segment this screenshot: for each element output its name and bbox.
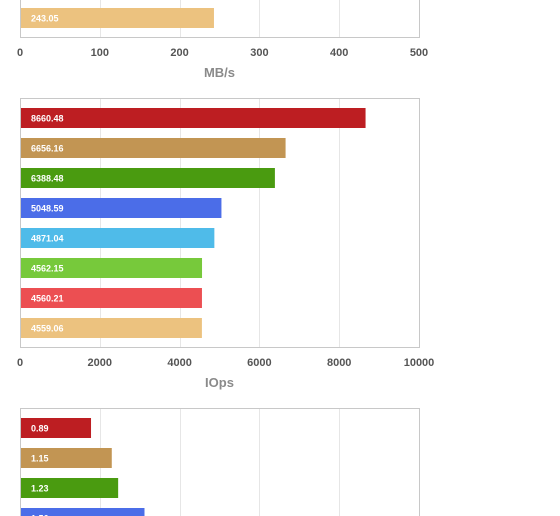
bar-value-label: 4560.21	[31, 294, 64, 304]
bar	[21, 8, 214, 28]
x-axis-title: MB/s	[204, 65, 235, 80]
bar	[21, 418, 92, 438]
x-tick-label: 400	[330, 47, 348, 59]
bar-value-label: 6656.16	[31, 144, 64, 154]
x-tick-label: 2000	[88, 357, 112, 369]
x-tick-label: 8000	[327, 357, 351, 369]
x-tick-label: 0	[17, 47, 23, 59]
bar-value-label: 1.15	[31, 454, 49, 464]
x-tick-label: 300	[250, 47, 268, 59]
bar	[21, 478, 119, 498]
bar	[21, 228, 215, 248]
bar	[21, 258, 203, 278]
x-tick-label: 0	[17, 357, 23, 369]
bar	[21, 138, 286, 158]
throughput-chart: 243.05 0 100 200 300 400 500 MB/s	[17, 0, 428, 80]
x-axis-title: IOps	[205, 375, 234, 390]
bar-value-label: 5048.59	[31, 204, 64, 214]
bar	[21, 198, 222, 218]
x-tick-label: 100	[91, 47, 109, 59]
x-tick-label: 200	[170, 47, 188, 59]
x-tick-label: 500	[410, 47, 428, 59]
bar-value-label: 1.56	[31, 514, 49, 516]
bar	[21, 108, 366, 128]
bar-value-label: 4871.04	[31, 234, 64, 244]
bar-value-label: 0.89	[31, 424, 49, 434]
bar-value-label: 4562.15	[31, 264, 64, 274]
bar	[21, 448, 112, 468]
bar-value-label: 4559.06	[31, 324, 64, 334]
x-tick-label: 10000	[404, 357, 435, 369]
plot-area	[20, 98, 420, 348]
bar	[21, 508, 145, 516]
bar-value-label: 1.23	[31, 484, 49, 494]
bar-value-label: 8660.48	[31, 114, 64, 124]
bar	[21, 318, 202, 338]
x-tick-label: 4000	[167, 357, 191, 369]
bar	[21, 288, 202, 308]
iops-chart: 8660.48 6656.16 6388.48 5048.59 4871.04 4562.…	[17, 98, 435, 390]
bar-value-label: 243.05	[31, 14, 59, 24]
bar-value-label: 6388.48	[31, 174, 64, 184]
latency-chart: 0.89 1.15 1.23 1.56	[20, 408, 420, 516]
x-tick-label: 6000	[247, 357, 271, 369]
bar	[21, 168, 275, 188]
